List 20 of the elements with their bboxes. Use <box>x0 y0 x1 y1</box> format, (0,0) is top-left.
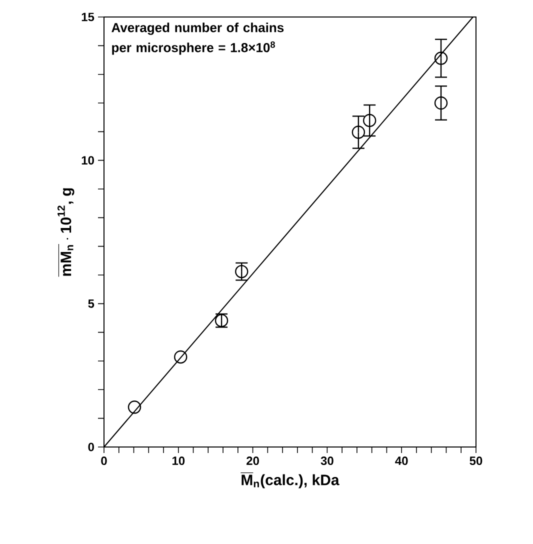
y-axis-title: $\overline{\text{\bfseries mM}_{\text{\bfseries n}}}\cdot\text{\bfseries 10}^{\text{\bfseries 12}}\text{\bfseries , g}$ <box>58 188 74 277</box>
point <box>235 264 248 278</box>
point <box>174 350 188 364</box>
x-tick-label: 50 <box>470 456 482 466</box>
x-tick-label: 30 <box>320 456 334 466</box>
x-tick-label: 20 <box>246 456 259 466</box>
y-tick-label: 0 <box>88 442 94 452</box>
x-tick-label: 0 <box>101 456 107 466</box>
y-tick-label: 15 <box>82 12 94 22</box>
point <box>362 114 376 128</box>
point <box>434 52 448 65</box>
x-tick-label: 10 <box>172 456 185 466</box>
point <box>352 126 366 139</box>
x-axis-title: $\overline{\text{\bfseries M}}_{\text{\bfseries n}}\text{\bfseries (calc.), kDa}$ <box>240 472 340 488</box>
annotation: Averaged number of chains per microsphere = 1.8×10$^{8}$ <box>112 22 284 55</box>
y-tick-label: 10 <box>82 156 94 165</box>
point <box>128 400 142 414</box>
x-tick-label: 40 <box>395 456 408 466</box>
y-tick-label: 5 <box>88 299 94 308</box>
point <box>434 96 448 110</box>
